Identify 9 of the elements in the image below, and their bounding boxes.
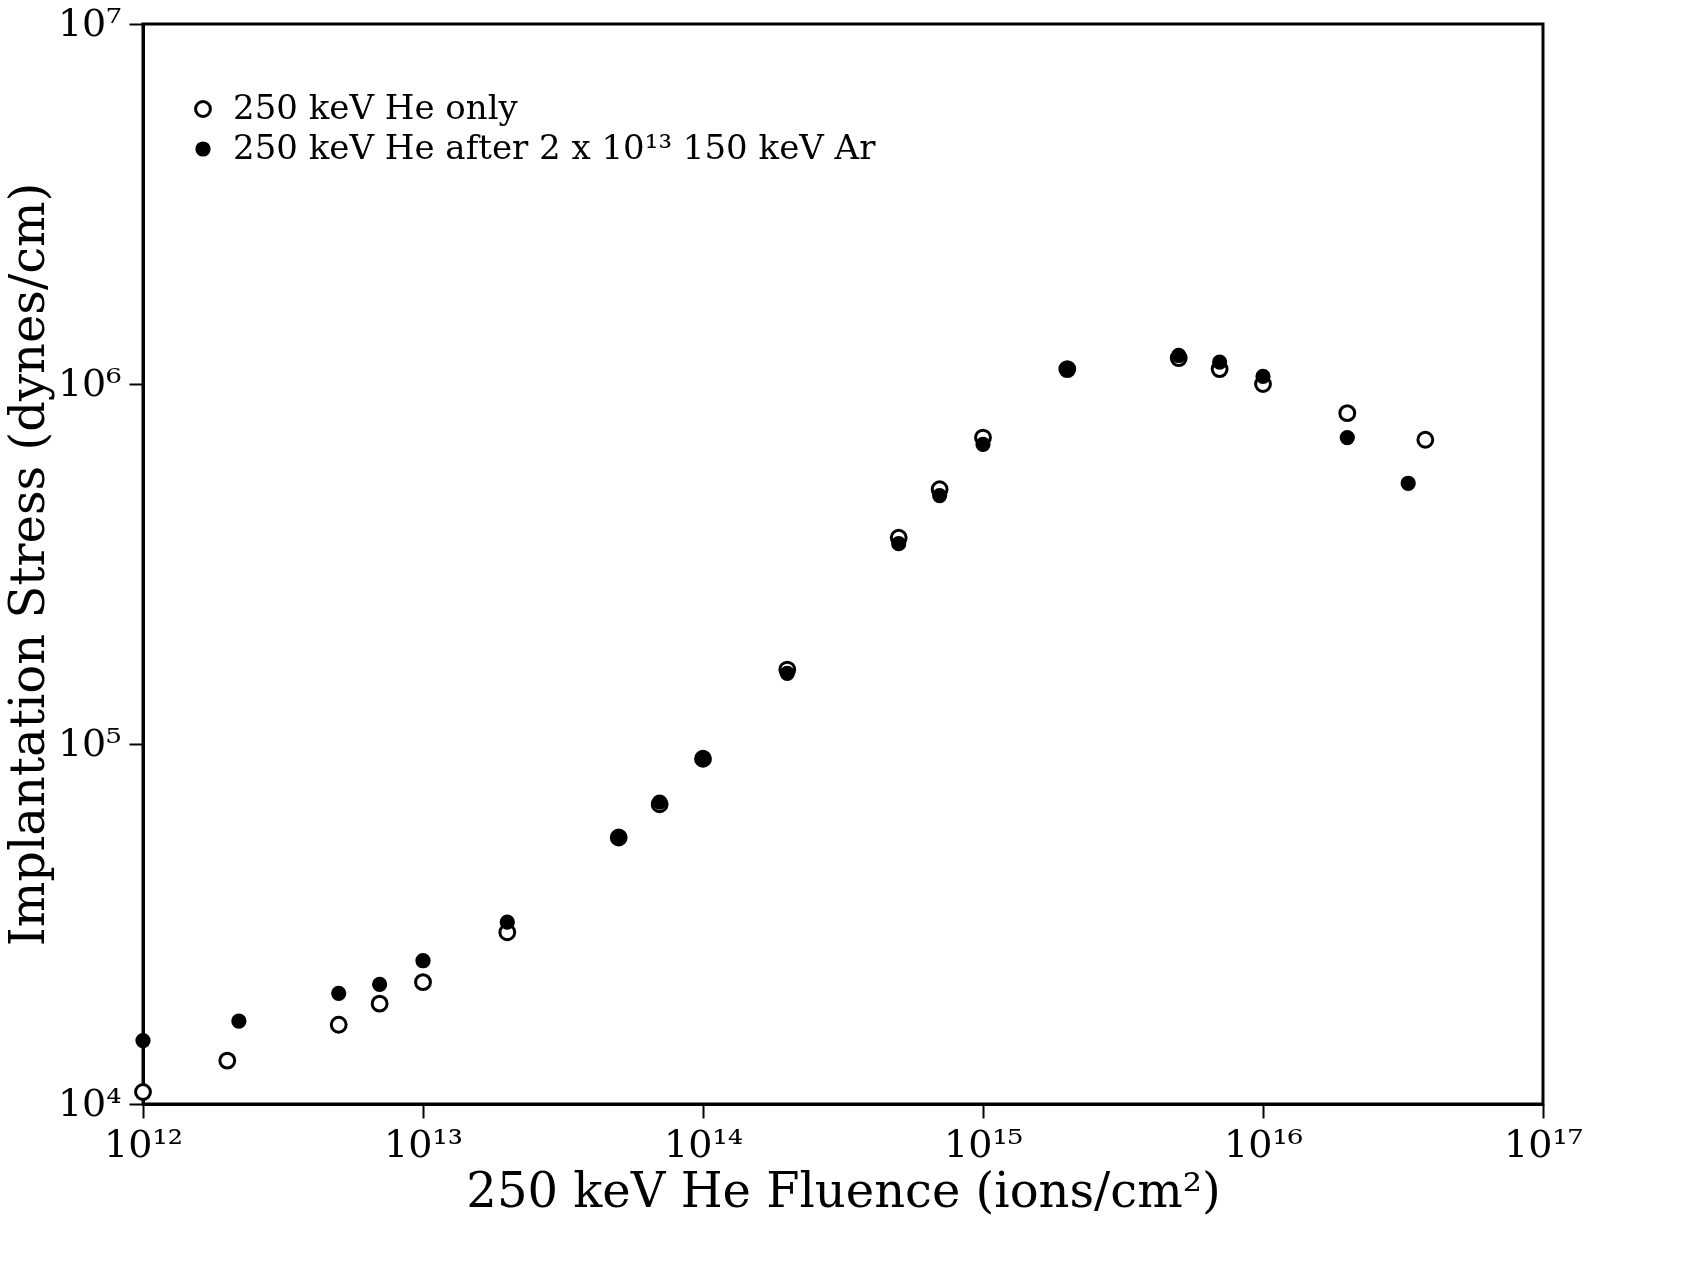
x-tick-label: 10¹⁷ (1504, 1121, 1583, 1166)
y-tick-label: 10⁷ (57, 0, 122, 45)
legend-label: 250 keV He only (233, 87, 519, 127)
y-tick-label: 10⁵ (57, 720, 122, 765)
y-axis-title: Implantation Stress (dynes/cm) (0, 182, 55, 947)
legend-label: 250 keV He after 2 x 10¹³ 150 keV Ar (233, 127, 877, 167)
x-tick-label: 10¹³ (384, 1121, 463, 1166)
y-tick-label: 10⁶ (57, 360, 122, 405)
x-tick-label: 10¹⁶ (1224, 1121, 1303, 1166)
